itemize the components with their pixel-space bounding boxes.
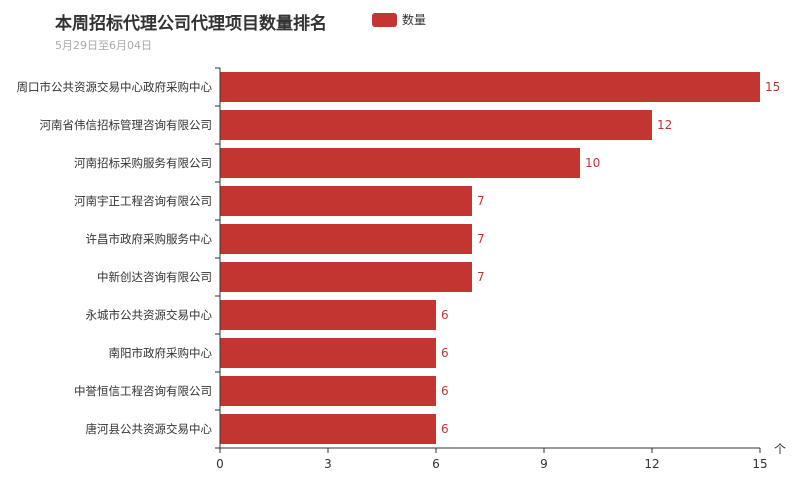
x-tick-label: 12 — [644, 457, 659, 471]
y-tick-label: 河南招标采购服务有限公司 — [74, 156, 212, 170]
y-tick-label: 周口市公共资源交易中心政府采购中心 — [17, 80, 213, 94]
data-label: 15 — [765, 80, 780, 94]
x-tick-label: 6 — [432, 457, 440, 471]
x-axis-arrow-label: 个 — [774, 442, 786, 456]
axes-layer: 周口市公共资源交易中心政府采购中心河南省伟信招标管理咨询有限公司河南招标采购服务… — [17, 67, 786, 471]
data-label: 7 — [477, 270, 485, 284]
y-tick-label: 唐河县公共资源交易中心 — [86, 422, 213, 436]
y-tick-label: 中誉恒信工程咨询有限公司 — [74, 384, 212, 398]
y-tick-label: 河南宇正工程咨询有限公司 — [74, 194, 212, 208]
data-label: 6 — [441, 346, 449, 360]
x-tick-label: 0 — [216, 457, 224, 471]
data-label: 7 — [477, 232, 485, 246]
data-label: 7 — [477, 194, 485, 208]
data-label: 12 — [657, 118, 672, 132]
bar[interactable] — [220, 186, 472, 216]
y-tick-label: 永城市公共资源交易中心 — [86, 308, 213, 322]
x-tick-label: 9 — [540, 457, 548, 471]
x-tick-label: 3 — [324, 457, 332, 471]
y-tick-label: 河南省伟信招标管理咨询有限公司 — [40, 118, 213, 132]
bar[interactable] — [220, 148, 580, 178]
legend[interactable]: 数量 — [372, 11, 426, 28]
data-label: 6 — [441, 422, 449, 436]
y-tick-label: 中新创达咨询有限公司 — [97, 270, 212, 284]
bar[interactable] — [220, 72, 760, 102]
bar[interactable] — [220, 262, 472, 292]
data-label: 6 — [441, 308, 449, 322]
data-label: 10 — [585, 156, 600, 170]
legend-swatch[interactable] — [372, 12, 397, 27]
data-label: 6 — [441, 384, 449, 398]
y-tick-label: 南阳市政府采购中心 — [109, 346, 213, 360]
bar[interactable] — [220, 338, 436, 368]
bar[interactable] — [220, 110, 652, 140]
bars-layer: 15 12 10 7 7 7 6 6 6 6 — [220, 72, 780, 444]
y-tick-label: 许昌市政府采购服务中心 — [86, 232, 213, 246]
bar[interactable] — [220, 224, 472, 254]
x-tick-label: 15 — [752, 457, 767, 471]
chart-subtitle: 5月29日至6月04日 — [55, 39, 152, 52]
bar[interactable] — [220, 300, 436, 330]
legend-label[interactable]: 数量 — [402, 13, 427, 27]
bar[interactable] — [220, 376, 436, 406]
bar[interactable] — [220, 414, 436, 444]
chart-title: 本周招标代理公司代理项目数量排名 — [55, 14, 327, 34]
